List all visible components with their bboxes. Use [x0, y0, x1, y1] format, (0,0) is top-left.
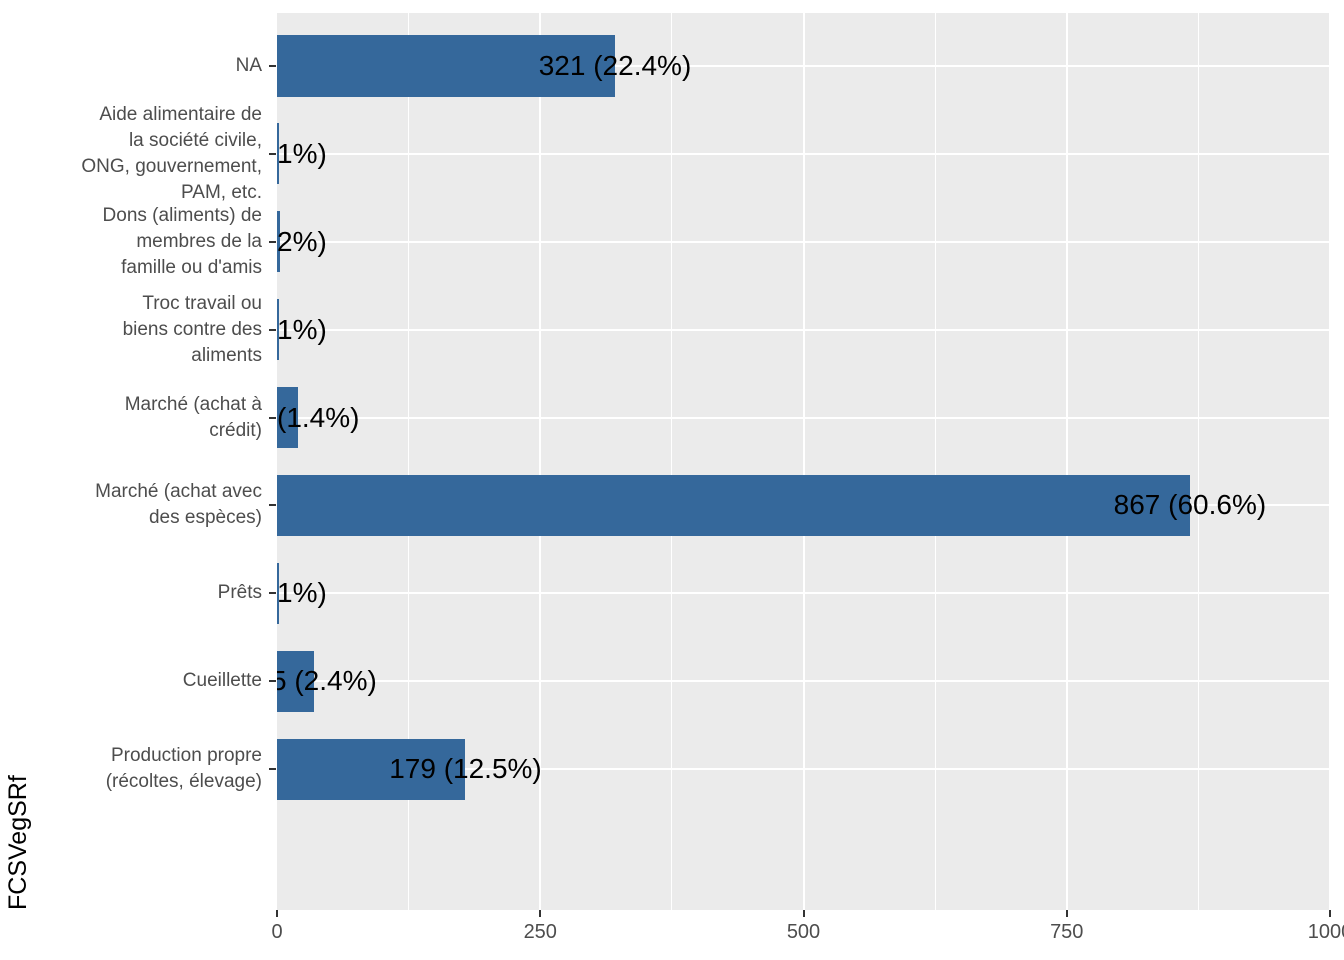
bar: [277, 298, 280, 361]
bar: [277, 650, 314, 713]
x-tick-label: 0: [271, 921, 283, 943]
x-axis-tick-mark: [276, 910, 278, 917]
bar-value-label: (1.4%): [277, 401, 360, 433]
y-axis-tick-mark: [269, 152, 276, 155]
x-axis-tick-mark: [539, 910, 542, 917]
category-tick-label: Marché (achat à crédit): [124, 393, 262, 441]
bar: [277, 738, 466, 801]
category-tick-label: Cueillette: [182, 670, 262, 692]
bar: [277, 474, 1190, 537]
v-gridline-major: [802, 13, 805, 910]
category-tick-label: Production propre (récoltes, élevage): [105, 745, 262, 793]
y-axis-tick-mark: [269, 240, 276, 243]
v-gridline-minor: [1197, 13, 1199, 910]
bar-value-label: 321 (22.4%): [538, 49, 692, 81]
v-gridline-minor: [671, 13, 673, 910]
plot-panel: 321 (22.4%) 1%) 2%) 1%) (1.4%) 867 (60.6%) 1%)…: [277, 13, 1330, 910]
category-tick-label: Aide alimentaire de la société civile, ONG…: [81, 103, 262, 203]
bar-value-label: 2%): [277, 225, 327, 257]
bar-value-label: 1%): [277, 577, 327, 609]
v-gridline-minor: [934, 13, 936, 910]
bar-value-label: 5 (2.4%): [277, 665, 377, 697]
y-axis-tick-mark: [269, 416, 276, 419]
v-gridline-major: [539, 13, 542, 910]
bar-value-label: 1%): [277, 313, 327, 345]
category-tick-label: Dons (aliments) de membres de la famille o…: [102, 204, 262, 278]
v-gridline-major: [1329, 13, 1330, 910]
bar-value-label: 1%): [277, 137, 327, 169]
x-tick-label: 1000: [1307, 921, 1344, 943]
category-tick-label: Prêts: [217, 582, 262, 604]
bar: [277, 386, 299, 449]
y-axis-tick-mark: [269, 504, 276, 507]
bar: [277, 562, 280, 625]
bar-value-label: 179 (12.5%): [389, 753, 542, 785]
category-tick-label: NA: [235, 54, 262, 76]
y-axis-tick-mark: [269, 64, 276, 67]
v-gridline-major: [1065, 13, 1068, 910]
y-axis-tick-mark: [269, 592, 276, 595]
category-tick-label: Marché (achat avec des espèces): [95, 481, 262, 529]
x-tick-label: 500: [786, 921, 821, 943]
bar-value-label: 867 (60.6%): [1113, 489, 1267, 521]
y-axis-tick-mark: [269, 328, 276, 331]
category-tick-label: Troc travail ou biens contre des aliments: [122, 292, 262, 366]
y-axis-tick-mark: [269, 680, 276, 683]
x-axis-tick-mark: [1065, 910, 1068, 917]
bar: [277, 34, 615, 97]
y-axis-tick-mark: [269, 768, 276, 771]
x-tick-label: 250: [523, 921, 557, 943]
x-axis-tick-mark: [1329, 910, 1331, 917]
bar: [277, 122, 280, 185]
x-axis-tick-mark: [802, 910, 805, 917]
bar: [277, 210, 281, 273]
v-gridline-minor: [408, 13, 410, 910]
x-tick-label: 750: [1050, 921, 1084, 943]
